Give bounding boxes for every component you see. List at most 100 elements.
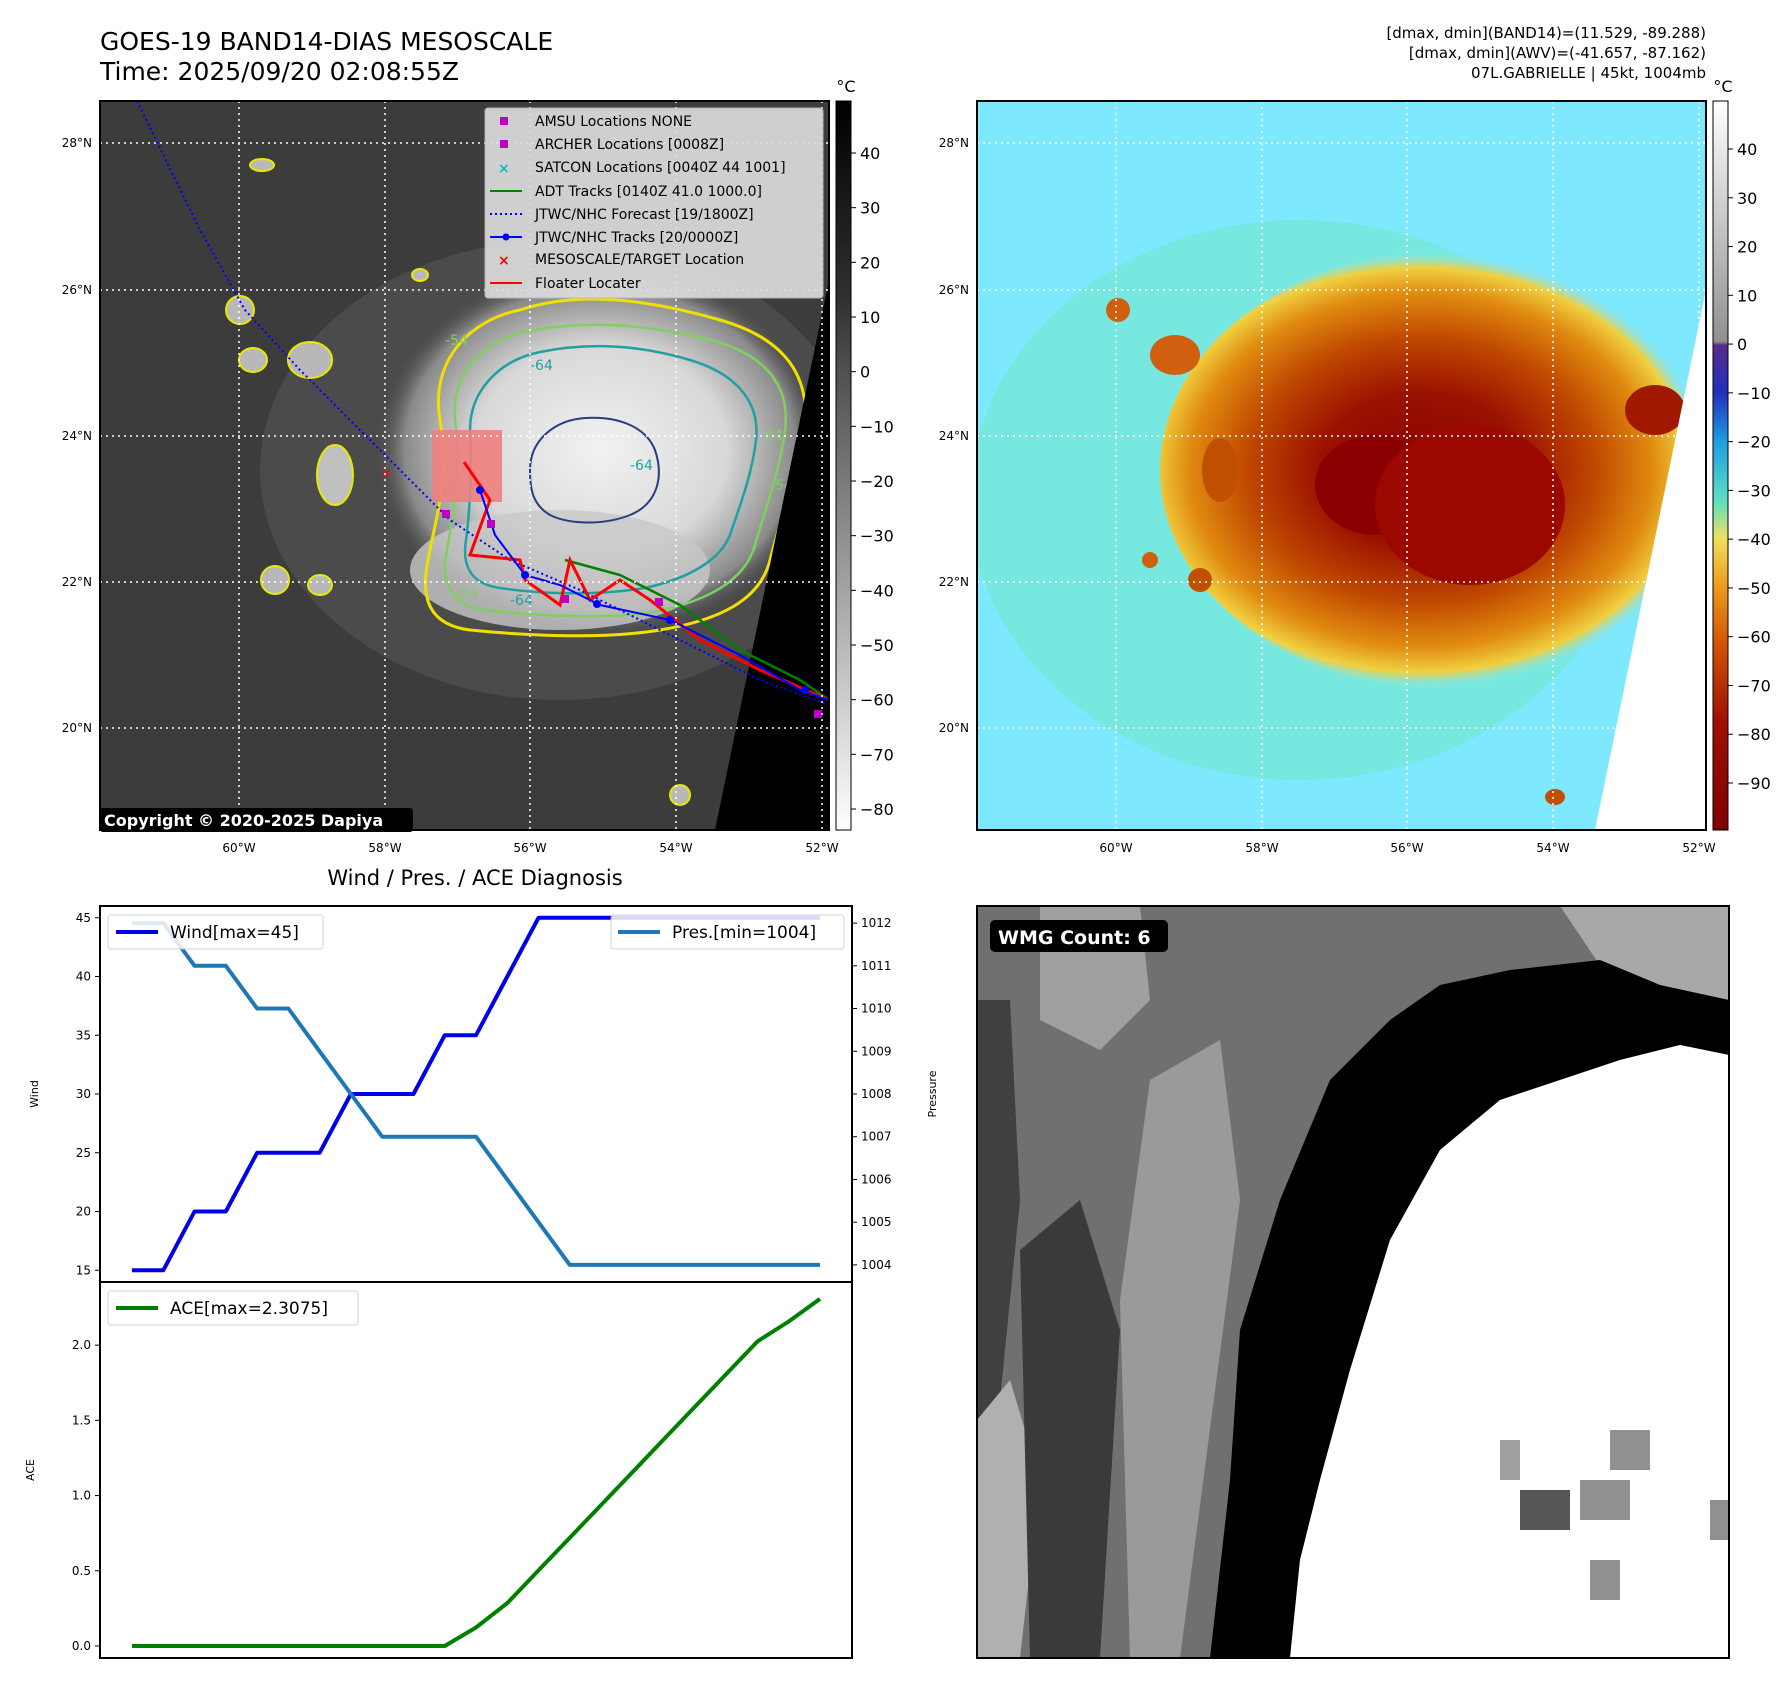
awv-map-frame — [976, 100, 1707, 831]
wmg-region-darkgray — [1020, 1200, 1120, 1658]
y-right-tick-label: 1006 — [861, 1172, 892, 1186]
contour-yellow-outer — [423, 297, 808, 638]
copyright-text: Copyright © 2020-2025 Dapiya — [104, 811, 383, 830]
floater-track — [462, 461, 829, 702]
lat-label: 24°N — [62, 429, 92, 443]
y-right-tick-label: 1011 — [861, 959, 892, 973]
awv-cell — [1202, 438, 1238, 502]
archer-marker — [814, 710, 822, 718]
awv-core — [1375, 425, 1565, 585]
colorbar-tick-label: −20 — [1737, 433, 1771, 452]
wmg-gray-patch — [1610, 1430, 1650, 1470]
awv-cell — [1625, 385, 1685, 435]
lon-label: 56°W — [513, 841, 546, 855]
colorbar-tick-label: 30 — [1737, 189, 1757, 208]
colorbar-left: °C 40 30 20 10 0 −10 −20 −30 −40 −50 −60 −70 −80 — [835, 77, 894, 831]
ace-plot: 0.0 0.5 1.0 1.5 2.0 — [72, 1297, 822, 1653]
awv-cell — [1106, 298, 1130, 322]
y-tick-label: 2.0 — [72, 1338, 91, 1352]
ir-map-frame — [99, 100, 830, 831]
wmg-gray-patch — [1520, 1490, 1570, 1530]
wmg-gray-patch — [1590, 1560, 1620, 1600]
jtwc-track-point — [476, 486, 484, 494]
ir-cloud-cell — [669, 784, 691, 806]
contour-label: -54 — [760, 428, 783, 444]
wmg-region-midgray — [1120, 1040, 1240, 1658]
legend-label-forecast: JTWC/NHC Forecast [19/1800Z] — [534, 207, 754, 223]
lon-label: 54°W — [659, 841, 692, 855]
legend-label-floater: Floater Locater — [535, 276, 641, 292]
archer-marker — [655, 598, 663, 606]
wind-pressure-plot: 15 20 25 30 35 40 45 1004 1005 1006 1007 1008 1009 10… — [76, 911, 892, 1278]
colorbar-tick-label: −50 — [860, 636, 894, 655]
colorbar-tick-label: −10 — [1737, 384, 1771, 403]
colorbar-tick-label: −40 — [860, 581, 894, 600]
legend-label-satcon: SATCON Locations [0040Z 44 1001] — [535, 160, 786, 176]
header-right-line1: [dmax, dmin](BAND14)=(11.529, -89.288) — [1386, 24, 1706, 42]
wmg-badge-bg — [990, 920, 1168, 952]
colorbar-tick-label: −40 — [1737, 530, 1771, 549]
wmg-region-light3 — [1560, 906, 1729, 1010]
lat-label: 20°N — [62, 721, 92, 735]
legend-label-adt: ADT Tracks [0140Z 41.0 1000.0] — [535, 184, 762, 200]
ace-legend: ACE[max=2.3075] — [107, 1290, 359, 1326]
colorbar-tick-label: −70 — [860, 745, 894, 764]
contour-green-mid — [443, 323, 787, 618]
contour-label: -64 — [630, 458, 653, 474]
lon-label: 58°W — [1245, 841, 1278, 855]
jtwc-forecast-track — [136, 101, 829, 706]
lon-label: 58°W — [368, 841, 401, 855]
archer-marker — [487, 520, 495, 528]
legend-marker-satcon: × — [498, 161, 510, 177]
pressure-series-line — [132, 921, 820, 1267]
legend-label-amsu: AMSU Locations NONE — [535, 114, 692, 130]
main-title-line1: GOES-19 BAND14-DIAS MESOSCALE — [100, 27, 553, 56]
lat-label: 22°N — [939, 575, 969, 589]
colorbar-tick-label: −50 — [1737, 579, 1771, 598]
ir-cloud-cell — [307, 574, 333, 596]
lat-label: 28°N — [939, 136, 969, 150]
colorbar-tick-label: −20 — [860, 472, 894, 491]
pressure-legend: Pres.[min=1004] — [610, 914, 845, 950]
wind-legend: Wind[max=45] — [107, 914, 324, 950]
colorbar-tick-label: 30 — [860, 199, 880, 218]
colorbar-tick-label: 10 — [1737, 286, 1757, 305]
wmg-frame — [976, 905, 1730, 1659]
lat-label: 20°N — [939, 721, 969, 735]
colorbar-right-unit: °C — [1713, 77, 1732, 96]
y-right-tick-label: 1009 — [861, 1044, 892, 1058]
awv-cell — [1188, 568, 1212, 592]
lat-label: 26°N — [939, 283, 969, 297]
ir-storm-band — [410, 510, 710, 630]
lon-label: 60°W — [1099, 841, 1132, 855]
colorbar-left-bar — [835, 100, 852, 831]
y-tick-label: 20 — [76, 1205, 91, 1219]
copyright-badge-bg — [100, 808, 413, 832]
track-legend: AMSU Locations NONE ARCHER Locations [00… — [484, 107, 824, 299]
colorbar-left-unit: °C — [836, 77, 855, 96]
legend-marker-archer — [500, 140, 508, 148]
colorbar-left-ticks: 40 30 20 10 0 −10 −20 −30 −40 −50 −60 −70 −80 — [851, 144, 894, 819]
archer-marker — [442, 510, 450, 518]
y-tick-label: 1.5 — [72, 1413, 91, 1427]
y-tick-label: 30 — [76, 1087, 91, 1101]
lon-label: 60°W — [222, 841, 255, 855]
colorbar-tick-label: −30 — [1737, 481, 1771, 500]
ace-series-line — [132, 1297, 822, 1648]
wmg-region-dark — [977, 1000, 1020, 1450]
colorbar-tick-label: 0 — [1737, 335, 1747, 354]
ir-cloud-cell — [225, 295, 255, 325]
header-right-line2: [dmax, dmin](AWV)=(-41.657, -87.162) — [1409, 44, 1706, 62]
ir-cloud-cell — [249, 158, 275, 172]
colorbar-tick-label: 0 — [860, 363, 870, 382]
wind-axis-label: Wind — [28, 1080, 41, 1108]
colorbar-tick-label: −90 — [1737, 774, 1771, 793]
legend-marker-jtwc-dot — [502, 233, 510, 241]
colorbar-tick-label: −70 — [1737, 676, 1771, 695]
y-right-tick-label: 1004 — [861, 1258, 892, 1272]
contour-teal-inner — [463, 344, 758, 595]
jtwc-track-point — [593, 600, 601, 608]
wmg-black-band — [1210, 960, 1729, 1658]
contour-label: -64 — [510, 593, 533, 609]
target-marker: × — [380, 466, 392, 482]
